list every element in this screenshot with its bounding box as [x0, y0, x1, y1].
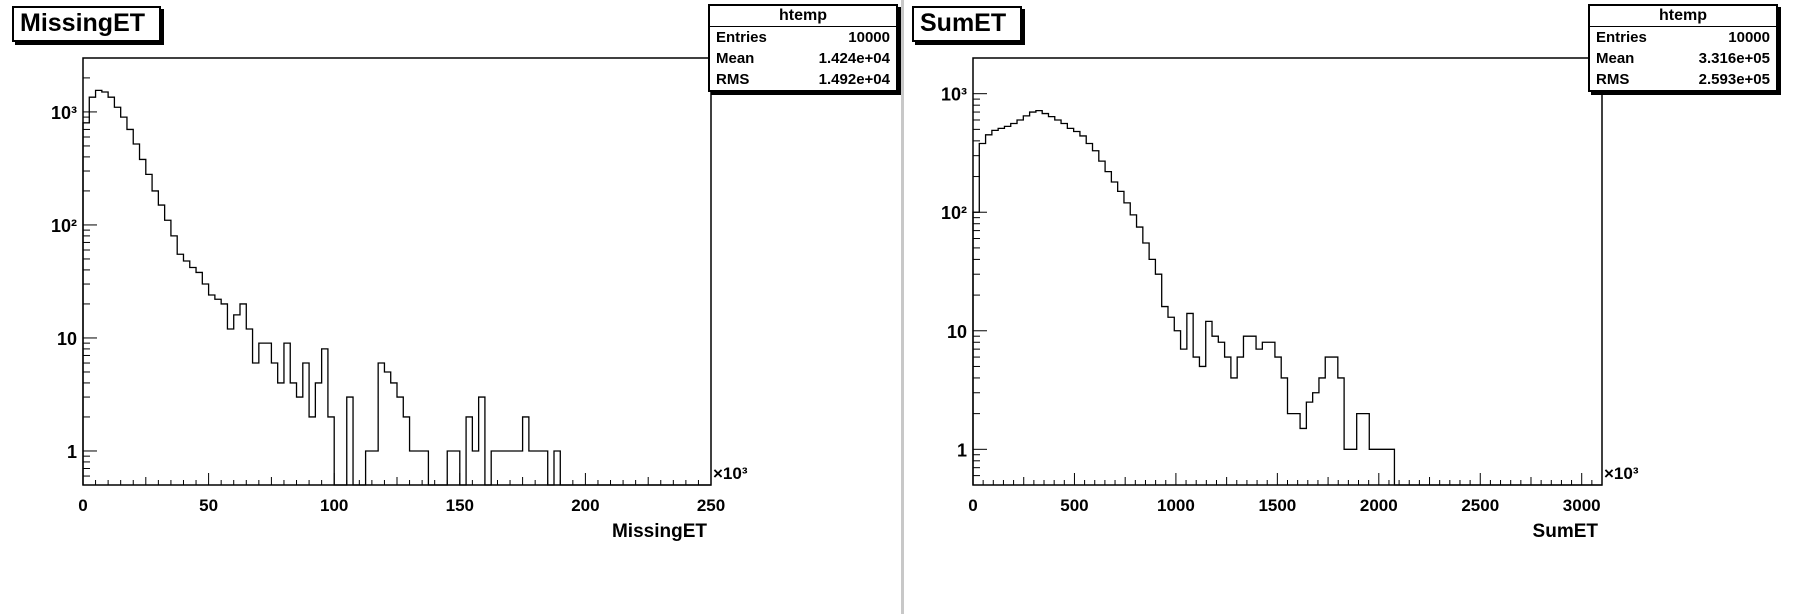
- histogram-missinget: 0 50 100 150 200 250 ×10³ MissingET 1 10 10² 10³: [51, 57, 748, 542]
- canvas-divider: [901, 0, 904, 614]
- y-tick-label: 10: [947, 322, 967, 342]
- x-axis-multiplier: ×10³: [713, 464, 748, 483]
- stats-name: htemp: [1590, 6, 1776, 27]
- y-tick-label: 10²: [51, 216, 77, 236]
- x-tick-label: 50: [199, 496, 218, 515]
- plot-title[interactable]: MissingET: [12, 6, 162, 42]
- stats-label: RMS: [716, 71, 750, 88]
- x-tick-label: 0: [78, 496, 87, 515]
- plot-title[interactable]: SumET: [912, 6, 1023, 42]
- stats-row-mean: Mean 1.424e+04: [710, 48, 896, 69]
- canvas-missinget: 0 50 100 150 200 250 ×10³ MissingET 1 10 10² 10³ Mi…: [0, 0, 900, 614]
- stats-value: 2.593e+05: [1698, 71, 1770, 88]
- y-tick-label: 1: [957, 440, 967, 460]
- x-axis-label: SumET: [1533, 521, 1599, 542]
- x-tick-label: 250: [697, 496, 725, 515]
- stats-box[interactable]: htemp Entries 10000 Mean 3.316e+05 RMS 2…: [1588, 4, 1778, 92]
- y-tick-label: 10²: [941, 203, 967, 223]
- x-tick-label: 100: [320, 496, 348, 515]
- stats-value: 10000: [1728, 29, 1770, 46]
- stats-row-rms: RMS 2.593e+05: [1590, 69, 1776, 90]
- histogram-sumet: 0 500 1000 1500 2000 2500 3000×10³ SumET 1 10 10² 1…: [941, 57, 1639, 542]
- stats-label: Entries: [1596, 29, 1647, 46]
- stats-label: Entries: [716, 29, 767, 46]
- x-tick-label: 3000: [1563, 496, 1601, 515]
- stats-value: 1.492e+04: [818, 71, 890, 88]
- stats-row-entries: Entries 10000: [710, 27, 896, 48]
- x-tick-label: 0: [968, 496, 977, 515]
- x-tick-label: 2000: [1360, 496, 1398, 515]
- y-tick-label: 10³: [51, 103, 77, 123]
- y-tick-label: 10: [57, 329, 77, 349]
- stats-row-mean: Mean 3.316e+05: [1590, 48, 1776, 69]
- stats-value: 10000: [848, 29, 890, 46]
- x-tick-label: 2500: [1461, 496, 1499, 515]
- plot-frame: [82, 57, 712, 486]
- histogram-series: [82, 89, 711, 486]
- x-axis-label: MissingET: [612, 521, 707, 542]
- stats-value: 3.316e+05: [1698, 50, 1770, 67]
- stats-name: htemp: [710, 6, 896, 27]
- y-tick-label: 1: [67, 442, 77, 462]
- stats-row-entries: Entries 10000: [1590, 27, 1776, 48]
- x-tick-label: 150: [446, 496, 474, 515]
- y-tick-label: 10³: [941, 85, 967, 105]
- stats-label: RMS: [1596, 71, 1630, 88]
- x-tick-label: 1500: [1258, 496, 1296, 515]
- x-tick-label: 500: [1060, 496, 1088, 515]
- x-tick-label: 200: [571, 496, 599, 515]
- stats-box[interactable]: htemp Entries 10000 Mean 1.424e+04 RMS 1…: [708, 4, 898, 92]
- x-tick-label: 1000: [1157, 496, 1195, 515]
- x-axis-multiplier: ×10³: [1604, 464, 1639, 483]
- canvas-sumet: 0 500 1000 1500 2000 2500 3000 ×10³ SumET 1 10 10² 1…: [906, 0, 1803, 614]
- histogram-series: [972, 109, 1602, 486]
- stats-label: Mean: [716, 50, 755, 67]
- stats-label: Mean: [1596, 50, 1635, 67]
- stats-value: 1.424e+04: [818, 50, 890, 67]
- stats-row-rms: RMS 1.492e+04: [710, 69, 896, 90]
- plot-frame: [972, 57, 1603, 486]
